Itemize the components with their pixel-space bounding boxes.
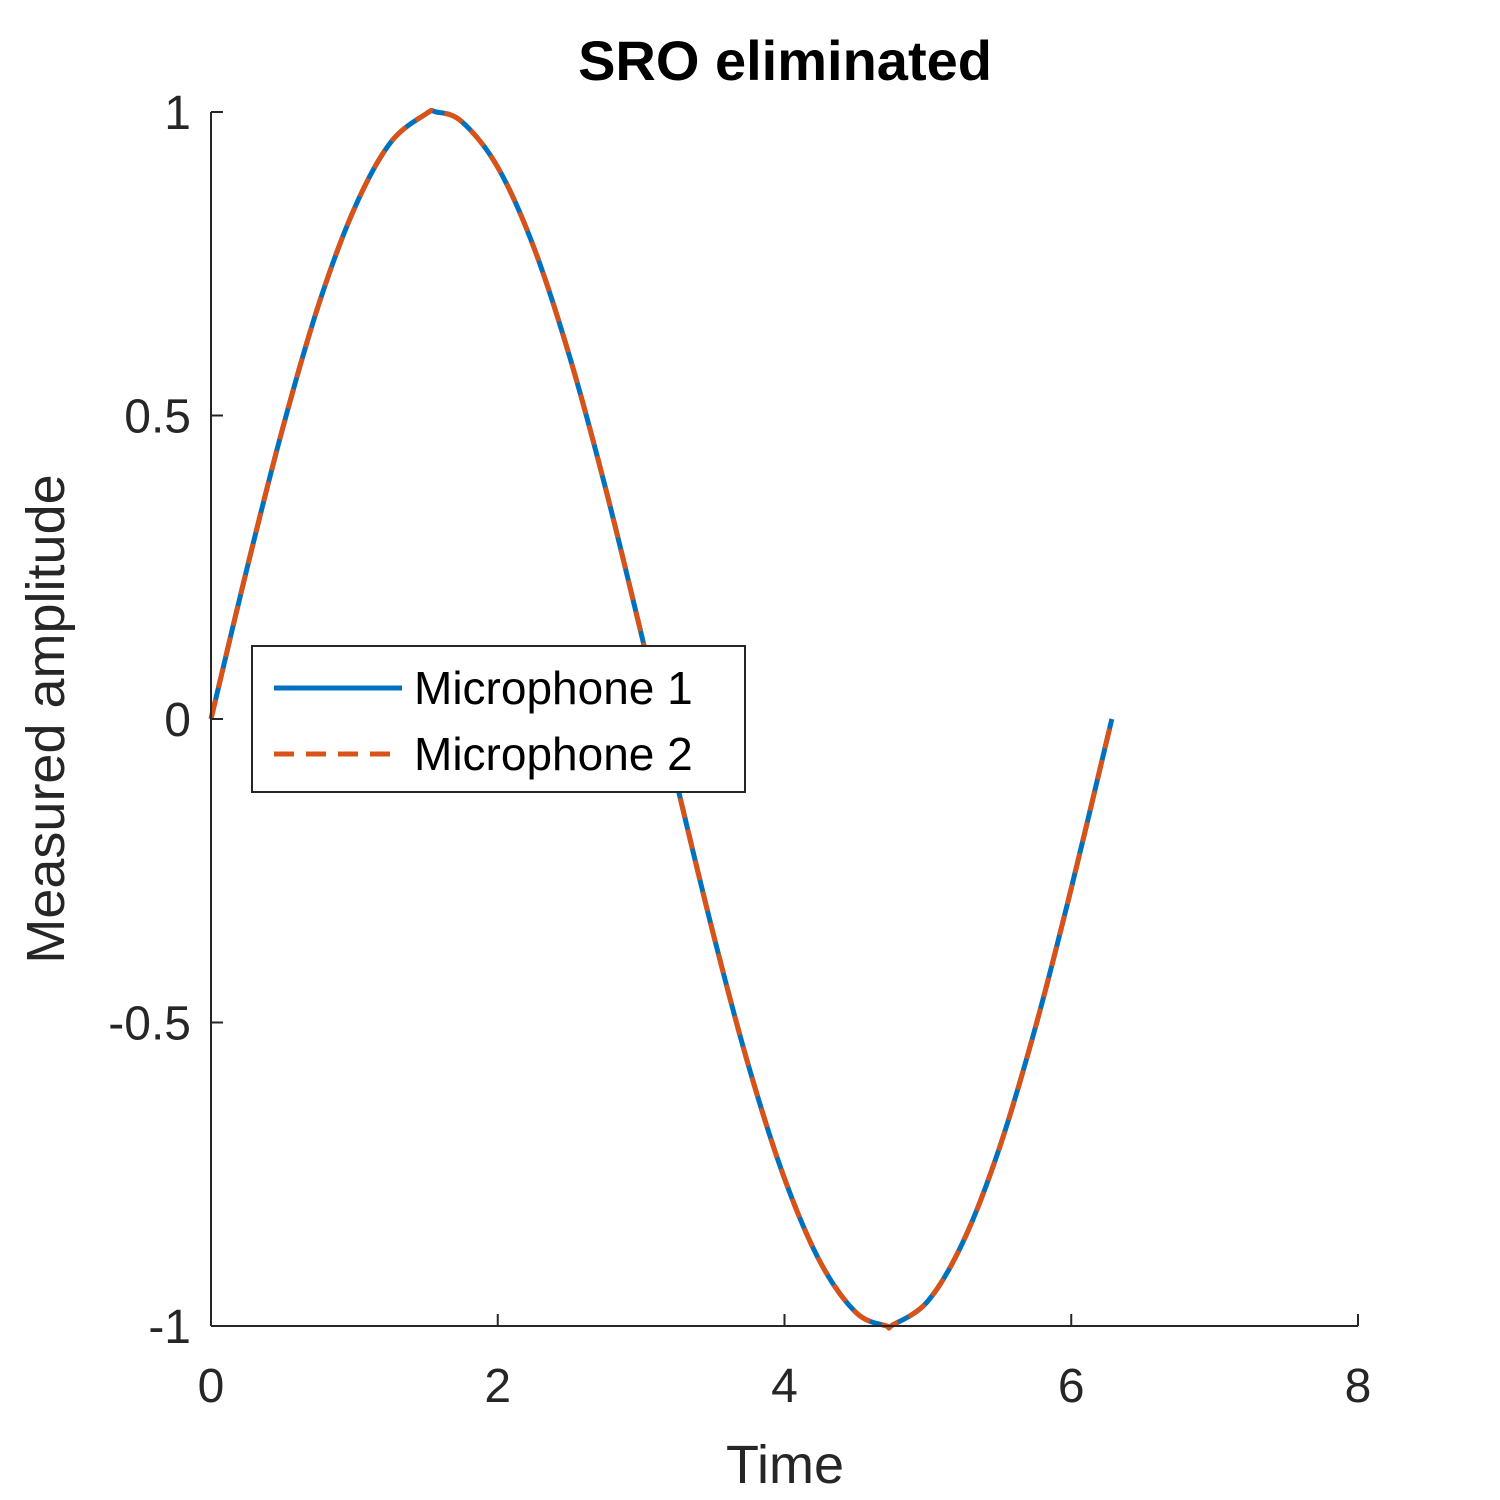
axes-layer: 0 2 4 6 8 -1 -0.5 0 0.5 1 [108,87,1371,1413]
legend-label-microphone-1: Microphone 1 [414,662,693,714]
y-tick-label: -0.5 [108,998,191,1051]
legend-label-microphone-2: Microphone 2 [414,728,693,780]
y-tick-label: -1 [148,1301,191,1354]
x-tick-label: 6 [1058,1360,1085,1413]
x-tick-label: 0 [198,1360,225,1413]
y-axis-label: Measured amplitude [16,474,76,963]
y-tick-label: 0.5 [124,391,191,444]
y-tick-label: 0 [164,694,191,747]
x-axis-label: Time [726,1435,844,1495]
x-tick-label: 2 [484,1360,511,1413]
y-tick-label: 1 [164,87,191,140]
legend-box [251,645,746,793]
x-tick-label: 4 [771,1360,798,1413]
chart-title: SRO eliminated [578,29,992,92]
legend: Microphone 1 Microphone 2 [251,645,746,793]
x-tick-label: 8 [1345,1360,1372,1413]
